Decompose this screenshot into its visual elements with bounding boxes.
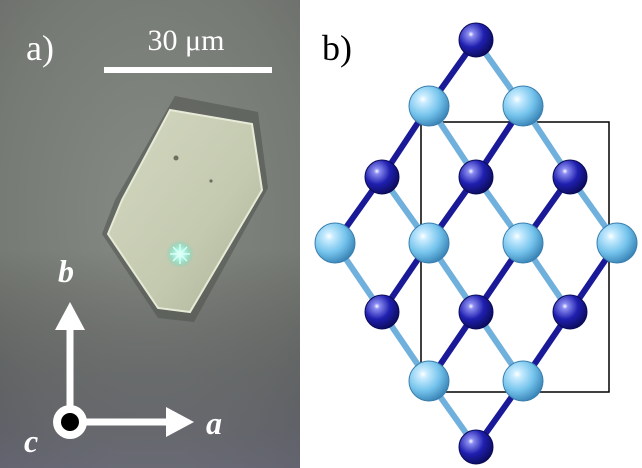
b-axis-label: b xyxy=(58,253,74,289)
light-atom xyxy=(314,222,356,264)
a-axis-label: a xyxy=(206,405,222,441)
panel-a: a) 30 μm b a c xyxy=(0,0,300,468)
light-atom xyxy=(408,360,450,402)
dark-atom xyxy=(552,294,588,330)
crystal-flake xyxy=(106,108,264,314)
atom-layer xyxy=(314,22,638,465)
light-atom xyxy=(408,85,450,127)
scale-bar xyxy=(104,67,272,73)
light-atom xyxy=(502,85,544,127)
light-atom xyxy=(502,360,544,402)
light-atom xyxy=(408,222,450,264)
dark-atom xyxy=(364,159,400,195)
dark-atom xyxy=(458,429,494,465)
b-axis-arrowhead xyxy=(55,302,85,330)
dark-atom xyxy=(458,22,494,58)
dark-atom xyxy=(458,294,494,330)
bond-layer xyxy=(332,38,620,449)
crystal-defect xyxy=(173,155,179,161)
dark-atom xyxy=(458,159,494,195)
crystal-axes: b a c xyxy=(24,253,222,459)
crystal-defect xyxy=(209,179,213,183)
a-axis-arrowhead xyxy=(166,407,194,437)
light-atom xyxy=(596,222,638,264)
panel-a-label: a) xyxy=(26,28,54,68)
dark-atom xyxy=(552,159,588,195)
light-atom xyxy=(502,222,544,264)
c-axis-label: c xyxy=(24,423,38,459)
scale-bar-label: 30 μm xyxy=(148,24,225,57)
dark-atom xyxy=(364,294,400,330)
laser-spot-cross xyxy=(170,244,190,264)
panel-b: b) xyxy=(314,22,638,465)
panel-b-label: b) xyxy=(322,28,352,68)
c-axis-marker-dot xyxy=(61,413,79,431)
